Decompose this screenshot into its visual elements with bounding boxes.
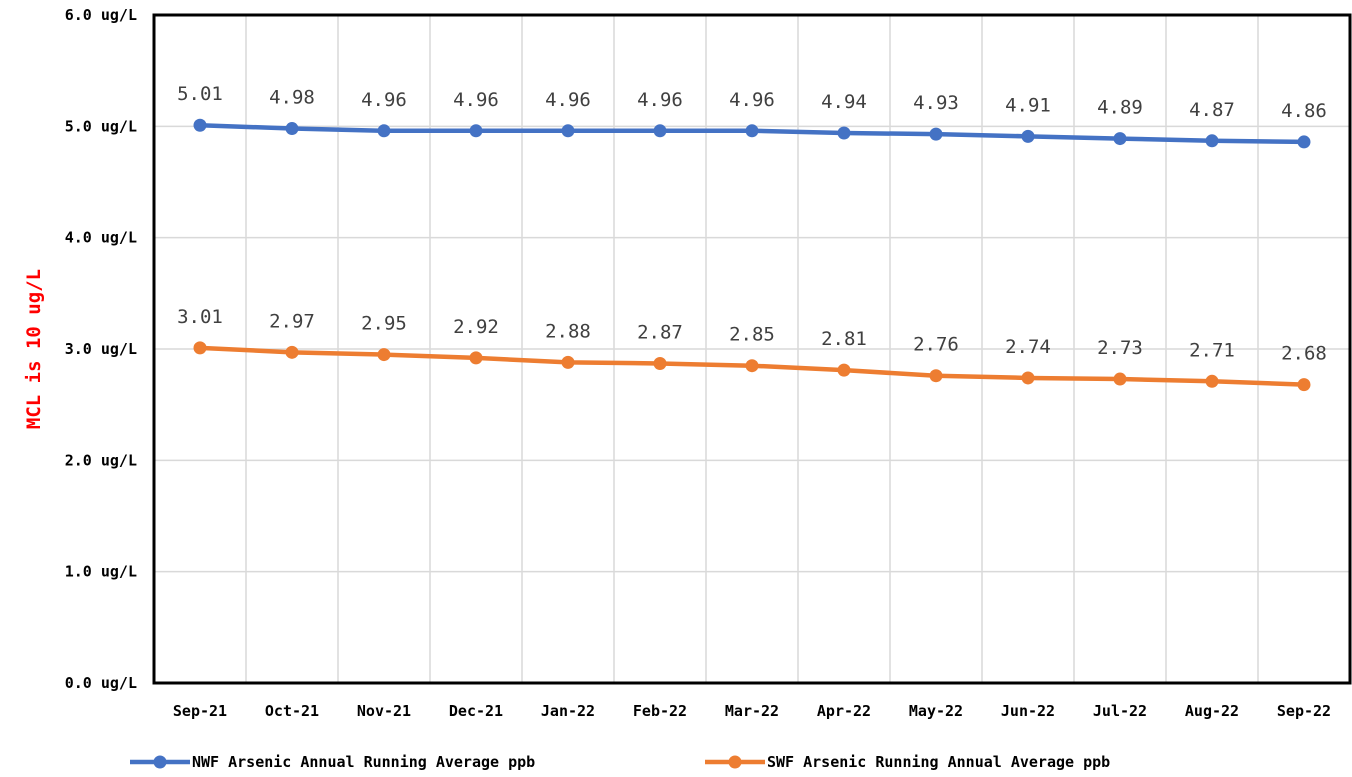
legend-item-1: NWF Arsenic Annual Running Average ppb xyxy=(130,753,535,771)
data-point xyxy=(1297,378,1311,392)
data-label: 4.96 xyxy=(637,89,683,111)
data-point xyxy=(377,124,391,138)
data-point xyxy=(561,355,575,369)
data-point xyxy=(285,345,299,359)
data-label: 2.74 xyxy=(1005,336,1051,358)
x-tick-label: Dec-21 xyxy=(449,702,503,720)
x-tick-label: Feb-22 xyxy=(633,702,687,720)
y-tick-label: 2.0 ug/L xyxy=(65,451,137,469)
series-2: 3.01 2.97 2.95 2.92 2.88 2.87 2.85 2.81 2.76 2.74… xyxy=(177,306,1327,392)
x-tick-label: Apr-22 xyxy=(817,702,871,720)
legend-marker xyxy=(728,755,742,769)
y-axis-label: MCL is 10 ug/L xyxy=(23,269,45,429)
data-point xyxy=(1113,132,1127,146)
y-tick-label: 1.0 ug/L xyxy=(65,563,137,581)
y-tick-label: 0.0 ug/L xyxy=(65,674,137,692)
x-tick-label: Jun-22 xyxy=(1001,702,1055,720)
data-label: 2.95 xyxy=(361,313,407,335)
data-point xyxy=(1297,135,1311,149)
data-label: 2.85 xyxy=(729,324,775,346)
data-point xyxy=(837,363,851,377)
data-point xyxy=(285,122,299,136)
x-tick-label: Nov-21 xyxy=(357,702,411,720)
data-point xyxy=(1113,372,1127,386)
plot-area-frame xyxy=(152,13,1352,685)
data-point xyxy=(193,341,207,355)
x-tick-label: Jul-22 xyxy=(1093,702,1147,720)
data-label: 2.92 xyxy=(453,316,499,338)
data-label: 3.01 xyxy=(177,306,223,328)
data-label: 4.96 xyxy=(453,89,499,111)
data-label: 2.97 xyxy=(269,310,315,332)
data-point xyxy=(469,124,483,138)
data-label: 2.71 xyxy=(1189,339,1235,361)
y-tick-label: 6.0 ug/L xyxy=(65,6,137,24)
data-label: 2.68 xyxy=(1281,343,1327,365)
data-label: 4.96 xyxy=(545,89,591,111)
data-point xyxy=(929,369,943,383)
data-label: 4.96 xyxy=(361,89,407,111)
data-label: 4.89 xyxy=(1097,97,1143,119)
legend-marker xyxy=(153,755,167,769)
data-label: 4.87 xyxy=(1189,99,1235,121)
x-tick-label: Oct-21 xyxy=(265,702,319,720)
x-tick-label: Sep-21 xyxy=(173,702,227,720)
data-point xyxy=(193,118,207,132)
data-point xyxy=(1205,134,1219,148)
x-axis-ticks: Sep-21 Oct-21 Nov-21 Dec-21 Jan-22 Feb-22 Mar-… xyxy=(173,702,1331,720)
data-label: 4.86 xyxy=(1281,100,1327,122)
data-point xyxy=(1021,371,1035,385)
x-tick-label: Jan-22 xyxy=(541,702,595,720)
data-label: 5.01 xyxy=(177,83,223,105)
data-point xyxy=(377,348,391,362)
data-label: 4.96 xyxy=(729,89,775,111)
data-label: 4.98 xyxy=(269,87,315,109)
data-point xyxy=(653,124,667,138)
legend-label: NWF Arsenic Annual Running Average ppb xyxy=(192,753,535,771)
data-label: 4.91 xyxy=(1005,94,1051,116)
data-label: 2.76 xyxy=(913,334,959,356)
series-layer: 5.01 4.98 4.96 4.96 4.96 4.96 4.96 4.94 4.93 4.91… xyxy=(177,83,1327,392)
legend-item-2: SWF Arsenic Running Annual Average ppb xyxy=(705,753,1110,771)
data-point xyxy=(837,126,851,140)
data-point xyxy=(929,127,943,141)
y-tick-label: 3.0 ug/L xyxy=(65,340,137,358)
data-point xyxy=(745,359,759,373)
data-point xyxy=(745,124,759,138)
y-axis-ticks: 0.0 ug/L 1.0 ug/L 2.0 ug/L 3.0 ug/L 4.0 ug/L… xyxy=(65,6,137,692)
y-tick-label: 4.0 ug/L xyxy=(65,229,137,247)
x-tick-label: Aug-22 xyxy=(1185,702,1239,720)
data-label: 4.94 xyxy=(821,91,867,113)
data-label: 2.88 xyxy=(545,320,591,342)
data-point xyxy=(653,356,667,370)
data-point xyxy=(1205,374,1219,388)
series-1: 5.01 4.98 4.96 4.96 4.96 4.96 4.96 4.94 4.93 4.91… xyxy=(177,83,1327,149)
grid-lines xyxy=(154,14,1350,684)
x-tick-label: May-22 xyxy=(909,702,963,720)
legend: NWF Arsenic Annual Running Average ppb SW… xyxy=(130,753,1110,771)
data-label: 2.87 xyxy=(637,321,683,343)
data-label: 2.73 xyxy=(1097,337,1143,359)
data-label: 4.93 xyxy=(913,92,959,114)
data-point xyxy=(1021,129,1035,143)
data-label: 2.81 xyxy=(821,328,867,350)
data-point xyxy=(561,124,575,138)
y-tick-label: 5.0 ug/L xyxy=(65,117,137,135)
legend-label: SWF Arsenic Running Annual Average ppb xyxy=(767,753,1110,771)
data-point xyxy=(469,351,483,365)
x-tick-label: Mar-22 xyxy=(725,702,779,720)
x-tick-label: Sep-22 xyxy=(1277,702,1331,720)
